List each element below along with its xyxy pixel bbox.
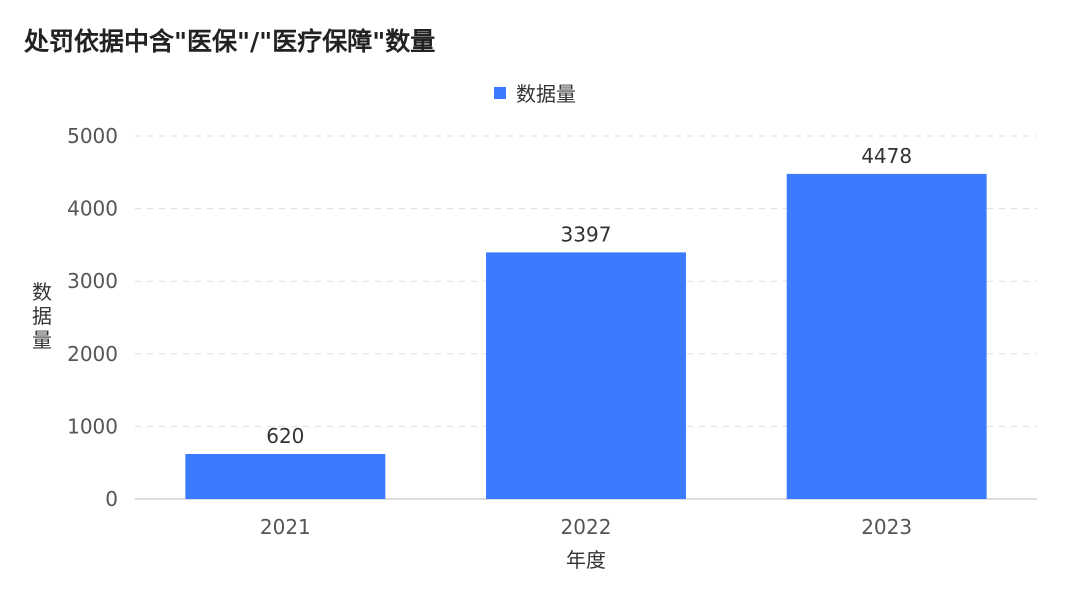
data-label: 620 [266, 424, 304, 448]
y-tick-label: 5000 [67, 124, 118, 148]
y-axis-label: 数据量 [32, 280, 52, 352]
data-label: 4478 [861, 144, 912, 168]
y-tick-label: 1000 [67, 414, 118, 438]
x-tick-label: 2021 [260, 515, 311, 539]
y-tick-label: 2000 [67, 342, 118, 366]
legend-label: 数据量 [516, 82, 576, 106]
bar [486, 252, 686, 499]
legend-swatch [494, 86, 506, 99]
y-tick-label: 3000 [67, 269, 118, 293]
y-tick-label: 0 [105, 487, 118, 511]
bar [185, 453, 386, 499]
legend[interactable]: 数据量 [0, 78, 1070, 107]
bar [786, 173, 987, 499]
x-axis-label: 年度 [566, 548, 606, 572]
x-tick-label: 2023 [861, 515, 912, 539]
x-tick-label: 2022 [561, 515, 612, 539]
data-label: 3397 [561, 222, 612, 246]
chart-title: 处罚依据中含"医保"/"医疗保障"数量 [24, 27, 436, 56]
y-tick-label: 4000 [67, 197, 118, 221]
